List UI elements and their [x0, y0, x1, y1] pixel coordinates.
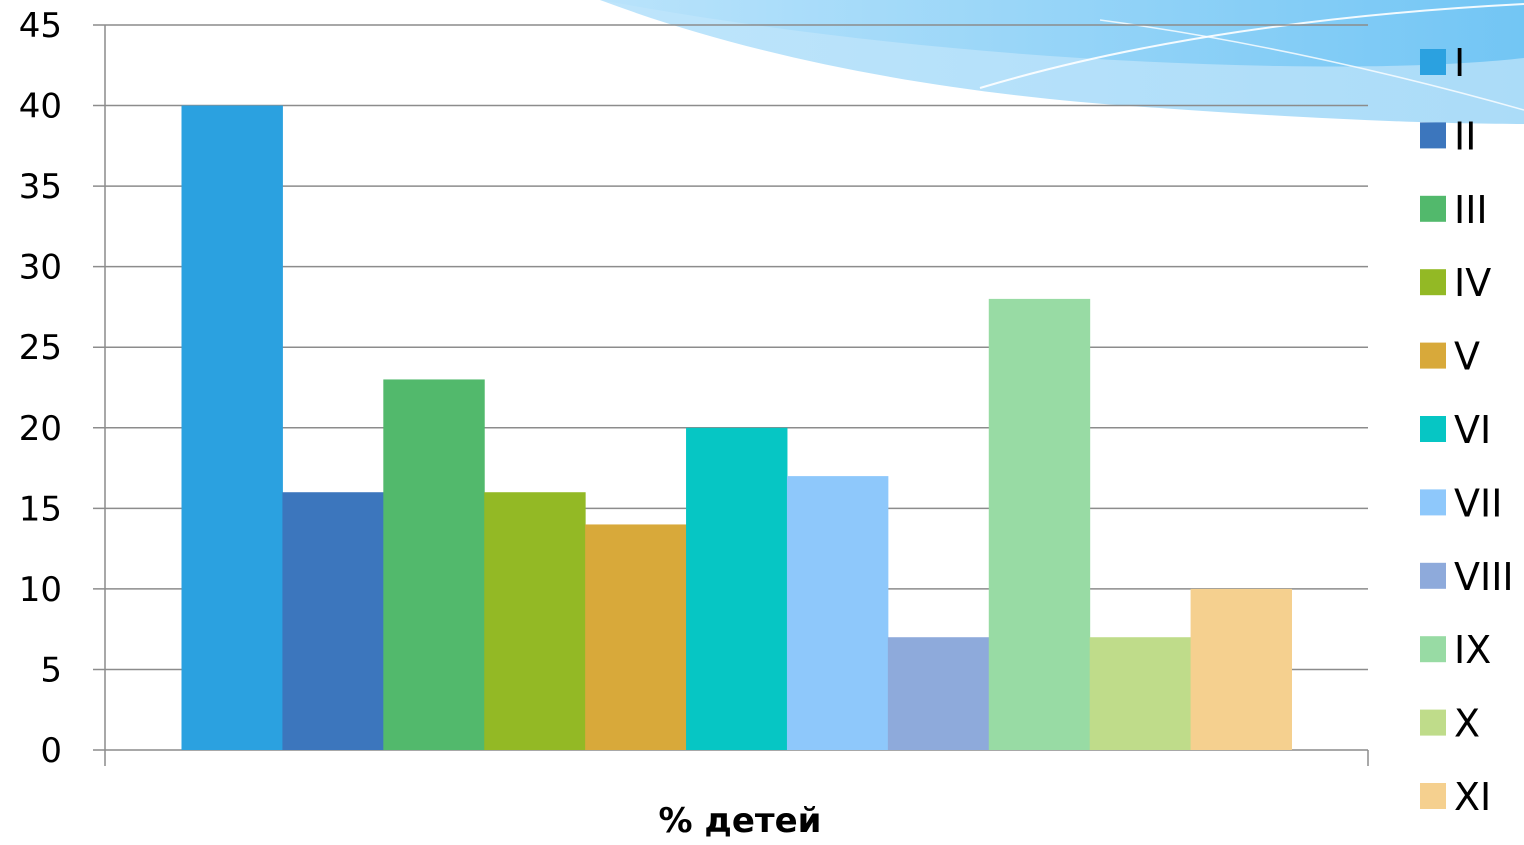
bar-IV — [484, 492, 586, 750]
legend-swatch-II — [1420, 122, 1446, 149]
legend-swatch-XI — [1420, 783, 1446, 809]
bar-VII — [786, 476, 889, 750]
y-tick-label: 5 — [40, 650, 62, 690]
y-tick-label: 30 — [19, 248, 62, 288]
decorative-swoosh — [600, 0, 1524, 124]
x-axis-label: % детей — [658, 801, 821, 841]
bars — [181, 105, 1292, 751]
bar-II — [282, 492, 384, 750]
legend-label-IX: IX — [1454, 628, 1491, 672]
axes — [104, 25, 1369, 766]
legend-swatch-VII — [1420, 489, 1446, 516]
legend-swatch-VI — [1420, 416, 1446, 442]
y-axis-ticks: 0 5 10 15 20 25 30 35 40 45 — [19, 6, 62, 771]
bar-VIII — [887, 637, 990, 750]
legend-swatch-V — [1420, 342, 1446, 369]
y-tick-label: 10 — [19, 570, 62, 610]
bar-V — [585, 524, 687, 750]
bar-X — [1089, 637, 1192, 750]
legend-label-II: II — [1454, 114, 1476, 158]
y-tick-label: 25 — [19, 328, 62, 368]
legend-label-V: V — [1454, 335, 1480, 379]
bar-I — [181, 105, 283, 751]
legend-label-I: I — [1454, 41, 1465, 85]
bar-IX — [988, 298, 1091, 750]
legend-label-VIII: VIII — [1454, 555, 1514, 599]
y-tick-label: 15 — [19, 489, 62, 529]
y-tick-label: 0 — [40, 731, 62, 771]
y-tick-label: 40 — [19, 87, 62, 127]
legend-swatch-III — [1420, 195, 1446, 222]
legend-label-IV: IV — [1454, 261, 1491, 305]
legend-label-VI: VI — [1454, 408, 1491, 452]
y-tick-label: 45 — [19, 6, 62, 46]
legend-swatch-VIII — [1420, 562, 1446, 589]
legend-swatch-IV — [1420, 269, 1446, 296]
y-tick-label: 35 — [19, 167, 62, 207]
legend-label-X: X — [1454, 702, 1480, 746]
y-tick-label: 20 — [19, 409, 62, 449]
legend-swatch-I — [1420, 49, 1446, 75]
legend-swatch-X — [1420, 709, 1446, 736]
legend-label-VII: VII — [1454, 481, 1502, 525]
legend-swatch-IX — [1420, 636, 1446, 663]
legend-label-XI: XI — [1454, 775, 1491, 819]
bar-III — [383, 379, 485, 750]
legend-label-III: III — [1454, 188, 1488, 232]
bar-XI — [1190, 588, 1292, 750]
bar-VI — [686, 427, 788, 750]
